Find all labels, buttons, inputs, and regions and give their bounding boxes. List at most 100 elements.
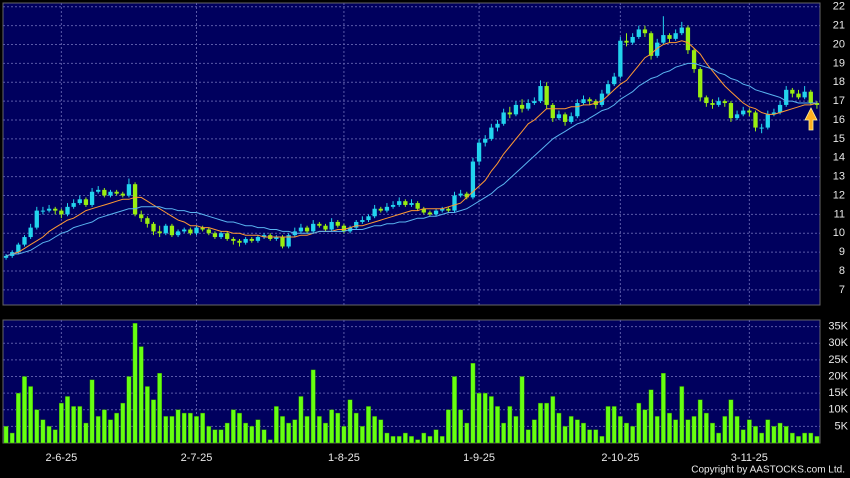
- volume-bar: [218, 429, 224, 444]
- candle-body: [507, 112, 512, 115]
- candle-body: [304, 227, 310, 232]
- candle-body: [169, 225, 175, 236]
- volume-bar: [335, 412, 341, 444]
- candle-body: [470, 161, 476, 198]
- volume-bar: [630, 426, 635, 444]
- volume-bar: [114, 412, 119, 444]
- current-price-arrow: [804, 107, 818, 131]
- candle-body: [765, 114, 770, 128]
- volume-bar: [624, 422, 629, 444]
- volume-bar: [249, 426, 255, 444]
- candle-body: [452, 195, 457, 211]
- candle-body: [790, 89, 795, 94]
- candle-body: [483, 138, 488, 143]
- y2-tick-label: 25K: [828, 354, 848, 366]
- volume-bar: [329, 409, 334, 444]
- candle-body: [759, 127, 764, 129]
- candle-body: [403, 201, 408, 205]
- candle-body: [802, 91, 807, 98]
- candle-body: [569, 116, 574, 122]
- volume-bar: [237, 412, 242, 444]
- candle-body: [28, 227, 33, 238]
- candle-body: [397, 201, 402, 205]
- candle-body: [40, 210, 46, 212]
- volume-bar: [501, 422, 506, 444]
- candle-body: [489, 127, 494, 139]
- candle-body: [630, 36, 635, 43]
- y-tick-label: 9: [839, 246, 845, 258]
- candle-body: [501, 112, 506, 124]
- volume-bar: [390, 436, 396, 444]
- y-tick-label: 12: [833, 189, 845, 201]
- candle-body: [624, 40, 629, 43]
- y-tick-label: 13: [833, 171, 845, 183]
- volume-bar: [341, 426, 347, 444]
- volume-bar: [704, 412, 709, 444]
- volume-bar: [102, 409, 107, 444]
- candle-body: [200, 227, 205, 230]
- volume-bar: [280, 416, 285, 444]
- volume-bar: [587, 429, 592, 444]
- x-tick-label: 1-9-25: [463, 452, 495, 464]
- volume-bar: [636, 402, 642, 444]
- volume-bar: [310, 369, 316, 444]
- candle-body: [163, 225, 168, 234]
- candle-body: [427, 212, 433, 215]
- y-tick-label: 16: [833, 114, 845, 126]
- candle-body: [335, 221, 340, 226]
- candle-body: [384, 206, 390, 211]
- candle-body: [618, 40, 623, 77]
- volume-bar: [9, 432, 15, 444]
- y2-tick-label: 30K: [828, 337, 848, 349]
- y-tick-label: 8: [839, 265, 845, 277]
- volume-bar: [777, 422, 783, 444]
- volume-bar: [691, 416, 697, 444]
- volume-bar: [679, 386, 685, 444]
- volume-bar: [722, 416, 728, 444]
- candle-body: [716, 101, 721, 105]
- candle-body: [464, 193, 469, 198]
- candle-body: [415, 203, 420, 209]
- volume-bar: [378, 419, 384, 444]
- candle-body: [642, 29, 648, 34]
- candle-body: [59, 210, 64, 215]
- candle-body: [151, 223, 156, 232]
- volume-panel: [2, 319, 821, 444]
- volume-bar: [611, 406, 617, 444]
- volume-bar: [618, 416, 623, 444]
- volume-bar: [771, 426, 777, 444]
- volume-bar: [40, 419, 46, 444]
- volume-bar: [132, 323, 138, 444]
- candle-body: [65, 206, 70, 215]
- volume-bar: [163, 416, 169, 444]
- candle-body: [243, 238, 248, 243]
- candle-body: [280, 237, 285, 247]
- volume-bar: [200, 412, 205, 444]
- volume-bar: [83, 422, 89, 444]
- x-tick-label: 2-7-25: [181, 452, 213, 464]
- volume-bar: [347, 399, 353, 444]
- x-tick-label: 2-6-25: [45, 452, 77, 464]
- copyright: Copyright by AASTOCKS.com Ltd.: [691, 465, 845, 476]
- candle-body: [784, 89, 789, 105]
- candle-body: [206, 229, 211, 234]
- volume-bar: [458, 409, 463, 444]
- volume-bar: [372, 416, 377, 444]
- x-tick-label: 1-8-25: [328, 452, 360, 464]
- y-tick-label: 21: [833, 20, 845, 32]
- volume-bar: [212, 429, 218, 444]
- candle-body: [575, 103, 580, 117]
- volume-bar: [783, 426, 789, 444]
- candle-body: [814, 103, 820, 105]
- candle-body: [728, 103, 734, 119]
- y2-tick-label: 5K: [835, 420, 849, 432]
- volume-bar: [323, 422, 328, 444]
- candle-body: [710, 103, 715, 105]
- volume-bar: [556, 412, 562, 444]
- candle-body: [698, 69, 703, 98]
- candle-body: [366, 216, 371, 221]
- candle-body: [218, 233, 224, 238]
- volume-bar: [421, 432, 427, 444]
- candle-body: [212, 233, 218, 238]
- candle-body: [691, 50, 697, 70]
